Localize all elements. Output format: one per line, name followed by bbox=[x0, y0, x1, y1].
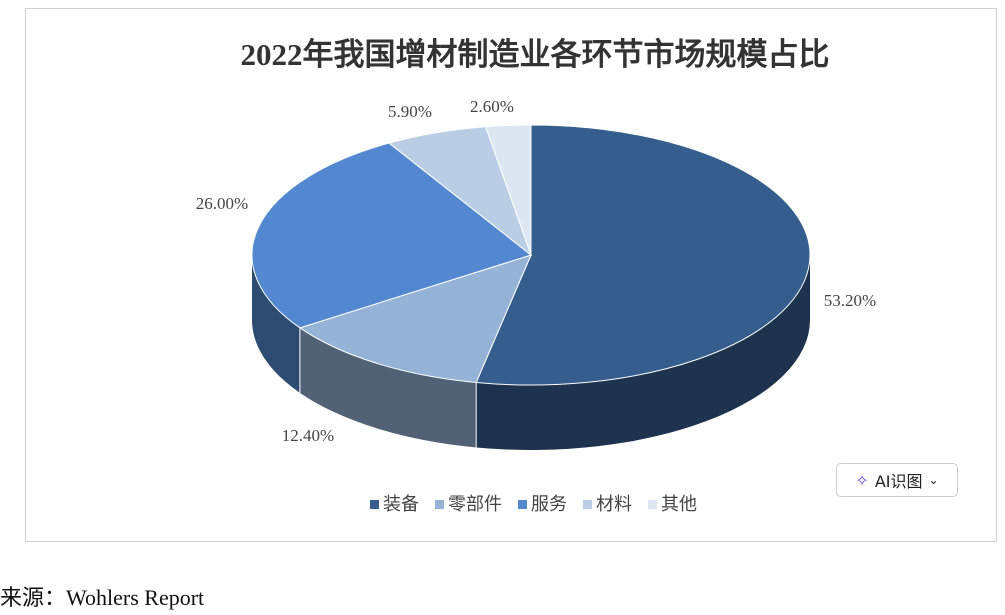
legend-swatch bbox=[518, 500, 527, 509]
slice bbox=[251, 142, 533, 329]
legend-swatch bbox=[370, 500, 379, 509]
legend-swatch bbox=[583, 500, 592, 509]
chart: 2022年我国增材制造业各环节市场规模占比 53.20% 12.40% 26.00%… bbox=[196, 37, 876, 515]
slice bbox=[298, 254, 532, 383]
slice bbox=[484, 124, 532, 256]
data-label: 12.40% bbox=[282, 426, 334, 445]
dropdown-caret: ⌄ bbox=[928, 473, 939, 487]
legend-swatch bbox=[435, 500, 444, 509]
slice-side bbox=[299, 327, 477, 448]
legend-label: 其他 bbox=[661, 494, 697, 515]
data-label: 53.20% bbox=[824, 291, 876, 310]
legend-label: 装备 bbox=[383, 494, 419, 515]
ai-icon: ✧ bbox=[855, 470, 869, 490]
legend-label: 服务 bbox=[531, 494, 567, 515]
ai-button-label: AI识图 bbox=[874, 472, 923, 491]
slice-side bbox=[252, 255, 300, 393]
chart-frame bbox=[25, 8, 997, 542]
ai-recognize-button[interactable]: ✧ AI识图 ⌄ bbox=[836, 463, 958, 497]
data-label: 5.90% bbox=[388, 102, 432, 121]
slice-side bbox=[476, 255, 810, 450]
legend-swatch bbox=[648, 500, 657, 509]
slice bbox=[475, 124, 811, 386]
chart-title: 2022年我国增材制造业各环节市场规模占比 bbox=[241, 37, 830, 72]
data-label: 2.60% bbox=[470, 97, 514, 116]
source-note: 来源：Wohlers Report bbox=[0, 585, 205, 610]
legend-label: 材料 bbox=[596, 494, 632, 515]
data-label: 26.00% bbox=[196, 194, 248, 213]
legend-label: 零部件 bbox=[448, 494, 502, 515]
